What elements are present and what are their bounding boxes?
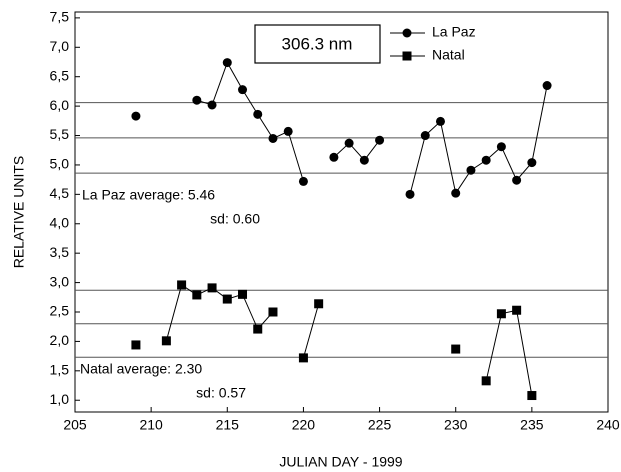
marker [451,188,461,198]
marker [314,299,324,309]
marker [192,95,202,105]
marker [222,58,232,68]
marker [527,391,537,401]
x-tick-label: 230 [444,417,468,433]
x-tick-label: 215 [216,417,240,433]
marker [192,290,202,300]
marker [527,158,537,168]
label-box [254,24,381,64]
marker [420,131,430,141]
marker [542,81,552,91]
series-line [196,61,548,195]
y-tick-label: 2,5 [50,303,70,319]
marker [359,155,369,165]
marker [405,189,415,199]
wavelength-label: 306.3 nm [282,34,353,53]
y-tick-label: 2,0 [50,332,70,348]
marker [238,289,248,299]
y-tick-label: 5,0 [50,156,70,172]
plot-frame [74,11,609,413]
marker [253,109,263,119]
marker [298,353,308,363]
x-tick-label: 240 [596,417,620,433]
legend-label: La Paz [432,24,476,40]
marker [131,111,141,121]
x-tick-label: 210 [139,417,163,433]
y-tick-label: 4,5 [50,185,70,201]
y-tick-label: 1,0 [50,391,70,407]
annotation: sd: 0.57 [196,385,246,401]
y-axis-label: RELATIVE UNITS [11,156,27,269]
series-line [165,284,533,396]
annotation: sd: 0.60 [210,211,260,227]
y-tick-label: 3,0 [50,273,70,289]
y-tick-label: 7,5 [50,9,70,25]
marker [207,283,217,293]
y-tick-label: 7,0 [50,38,70,54]
marker [402,51,412,61]
marker [481,376,491,386]
marker [451,344,461,354]
x-axis-label: JULIAN DAY - 1999 [279,454,402,470]
marker [238,85,248,95]
marker [161,336,171,346]
x-tick-label: 220 [292,417,316,433]
marker [207,100,217,110]
marker [435,116,445,126]
x-tick-label: 205 [63,417,87,433]
y-tick-label: 4,0 [50,214,70,230]
marker [131,340,141,350]
marker [512,175,522,185]
y-tick-label: 3,5 [50,244,70,260]
marker [512,305,522,315]
marker [344,138,354,148]
marker [268,133,278,143]
marker [222,294,232,304]
annotation: Natal average: 2.30 [80,361,202,377]
marker [402,28,412,38]
marker [375,135,385,145]
x-tick-label: 225 [368,417,392,433]
marker [329,152,339,162]
y-tick-label: 5,5 [50,126,70,142]
marker [177,280,187,290]
y-tick-label: 6,0 [50,97,70,113]
y-tick-label: 1,5 [50,362,70,378]
marker [466,165,476,175]
annotation: La Paz average: 5.46 [82,187,215,203]
legend-label: Natal [432,47,465,63]
marker [496,309,506,319]
marker [253,324,263,334]
marker [496,142,506,152]
marker [283,126,293,136]
marker [298,176,308,186]
marker [268,307,278,317]
y-tick-label: 6,5 [50,67,70,83]
x-tick-label: 235 [520,417,544,433]
marker [481,155,491,165]
